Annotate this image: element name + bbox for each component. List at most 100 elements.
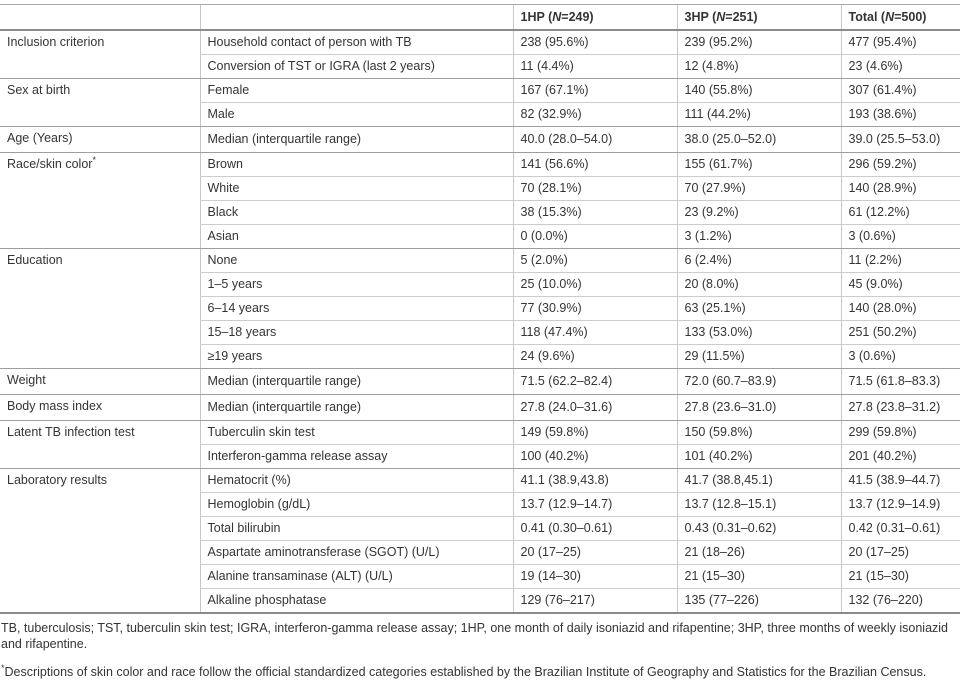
- header-3hp-n: N: [716, 9, 726, 24]
- row-label-cell: 15–18 years: [199, 320, 513, 345]
- baseline-characteristics-table: 1HP (N=249) 3HP (N=251) Total (N=500) In…: [0, 4, 960, 614]
- value-cell-1hp: 25 (10.0%): [512, 272, 677, 297]
- row-label-cell: Black: [199, 200, 513, 225]
- value-cell-total: 193 (38.6%): [840, 102, 960, 127]
- value-cell-3hp: 133 (53.0%): [676, 320, 841, 345]
- row-label-cell: None: [199, 248, 513, 273]
- header-total-prefix: Total (: [848, 9, 886, 24]
- value-cell-total: 132 (76–220): [840, 588, 960, 614]
- header-row: 1HP (N=249) 3HP (N=251) Total (N=500): [0, 4, 960, 31]
- value-cell-1hp: 13.7 (12.9–14.7): [512, 492, 677, 517]
- header-1hp-count: =249): [561, 9, 594, 24]
- value-cell-3hp: 111 (44.2%): [676, 102, 841, 127]
- row-label-cell: ≥19 years: [199, 344, 513, 369]
- table-row: Race/skin color* Brown 141 (56.6%) 155 (…: [0, 152, 960, 249]
- table-row: 15–18 years 118 (47.4%) 133 (53.0%) 251 …: [0, 320, 960, 345]
- row-label-cell: Brown: [199, 152, 513, 177]
- value-cell-3hp: 23 (9.2%): [676, 200, 841, 225]
- row-label-cell: Alanine transaminase (ALT) (U/L): [199, 564, 513, 589]
- value-cell-1hp: 141 (56.6%): [512, 152, 677, 177]
- value-cell-3hp: 150 (59.8%): [676, 420, 841, 445]
- value-cell-3hp: 101 (40.2%): [676, 444, 841, 469]
- row-label-cell: Asian: [199, 224, 513, 249]
- value-cell-1hp: 118 (47.4%): [512, 320, 677, 345]
- value-cell-total: 39.0 (25.5–53.0): [840, 126, 960, 153]
- header-1hp-n: N: [552, 9, 562, 24]
- header-empty-category-cell: [0, 4, 200, 31]
- row-label-cell: Hemoglobin (g/dL): [199, 492, 513, 517]
- value-cell-total: 0.42 (0.31–0.61): [840, 516, 960, 541]
- row-label-cell: Tuberculin skin test: [199, 420, 513, 445]
- value-cell-3hp: 63 (25.1%): [676, 296, 841, 321]
- row-label-cell: Median (interquartile range): [199, 368, 513, 395]
- value-cell-1hp: 38 (15.3%): [512, 200, 677, 225]
- category-cell-race-skin-color: Race/skin color*: [0, 152, 200, 249]
- header-total-n: N: [885, 9, 895, 24]
- value-cell-3hp: 41.7 (38.8,45.1): [676, 468, 841, 493]
- value-cell-1hp: 27.8 (24.0–31.6): [512, 394, 677, 421]
- category-cell-inclusion-criterion: Inclusion criterion: [0, 30, 200, 79]
- value-cell-total: 140 (28.0%): [840, 296, 960, 321]
- category-cell-education: Education: [0, 248, 200, 369]
- header-total-count: =500): [894, 9, 927, 24]
- value-cell-total: 11 (2.2%): [840, 248, 960, 273]
- value-cell-3hp: 155 (61.7%): [676, 152, 841, 177]
- row-label-cell: Aspartate aminotransferase (SGOT) (U/L): [199, 540, 513, 565]
- value-cell-total: 201 (40.2%): [840, 444, 960, 469]
- value-cell-3hp: 21 (18–26): [676, 540, 841, 565]
- table-row: Conversion of TST or IGRA (last 2 years)…: [0, 54, 960, 79]
- table-row: Body mass index Median (interquartile ra…: [0, 394, 960, 421]
- table-row: 1–5 years 25 (10.0%) 20 (8.0%) 45 (9.0%): [0, 272, 960, 297]
- value-cell-1hp: 77 (30.9%): [512, 296, 677, 321]
- value-cell-1hp: 71.5 (62.2–82.4): [512, 368, 677, 395]
- value-cell-3hp: 135 (77–226): [676, 588, 841, 614]
- table-row: White 70 (28.1%) 70 (27.9%) 140 (28.9%): [0, 176, 960, 201]
- header-3hp-count: =251): [725, 9, 758, 24]
- table-row: Inclusion criterion Household contact of…: [0, 30, 960, 79]
- row-label-cell: Median (interquartile range): [199, 394, 513, 421]
- value-cell-3hp: 12 (4.8%): [676, 54, 841, 79]
- value-cell-1hp: 100 (40.2%): [512, 444, 677, 469]
- row-label-cell: Alkaline phosphatase: [199, 588, 513, 614]
- table-row: Total bilirubin 0.41 (0.30–0.61) 0.43 (0…: [0, 516, 960, 541]
- value-cell-1hp: 5 (2.0%): [512, 248, 677, 273]
- header-empty-variable-cell: [199, 4, 513, 31]
- table-row: Laboratory results Hematocrit (%) 41.1 (…: [0, 468, 960, 614]
- value-cell-3hp: 21 (15–30): [676, 564, 841, 589]
- value-cell-total: 251 (50.2%): [840, 320, 960, 345]
- value-cell-1hp: 20 (17–25): [512, 540, 677, 565]
- value-cell-1hp: 149 (59.8%): [512, 420, 677, 445]
- category-cell-sex-at-birth: Sex at birth: [0, 78, 200, 127]
- table-row: Male 82 (32.9%) 111 (44.2%) 193 (38.6%): [0, 102, 960, 127]
- value-cell-1hp: 238 (95.6%): [512, 30, 677, 55]
- value-cell-1hp: 19 (14–30): [512, 564, 677, 589]
- category-cell-weight: Weight: [0, 368, 200, 395]
- value-cell-total: 13.7 (12.9–14.9): [840, 492, 960, 517]
- value-cell-1hp: 167 (67.1%): [512, 78, 677, 103]
- value-cell-3hp: 239 (95.2%): [676, 30, 841, 55]
- row-label-cell: Conversion of TST or IGRA (last 2 years): [199, 54, 513, 79]
- value-cell-3hp: 27.8 (23.6–31.0): [676, 394, 841, 421]
- value-cell-3hp: 13.7 (12.8–15.1): [676, 492, 841, 517]
- row-label-cell: Median (interquartile range): [199, 126, 513, 153]
- header-col-3hp: 3HP (N=251): [676, 4, 841, 31]
- table-row: Age (Years) Median (interquartile range)…: [0, 126, 960, 153]
- category-cell-latent-tb-test: Latent TB infection test: [0, 420, 200, 469]
- header-3hp-prefix: 3HP (: [684, 9, 717, 24]
- value-cell-1hp: 70 (28.1%): [512, 176, 677, 201]
- table-row: Black 38 (15.3%) 23 (9.2%) 61 (12.2%): [0, 200, 960, 225]
- header-col-1hp: 1HP (N=249): [512, 4, 677, 31]
- row-label-cell: Female: [199, 78, 513, 103]
- table-row: Education None 5 (2.0%) 6 (2.4%) 11 (2.2…: [0, 248, 960, 369]
- table-row: Alkaline phosphatase 129 (76–217) 135 (7…: [0, 588, 960, 614]
- value-cell-1hp: 41.1 (38.9,43.8): [512, 468, 677, 493]
- footnote-race-text: Descriptions of skin color and race foll…: [4, 665, 927, 679]
- value-cell-1hp: 0.41 (0.30–0.61): [512, 516, 677, 541]
- footnote-abbreviations: TB, tuberculosis; TST, tuberculin skin t…: [1, 621, 949, 651]
- value-cell-total: 20 (17–25): [840, 540, 960, 565]
- table-row: Interferon-gamma release assay 100 (40.2…: [0, 444, 960, 469]
- value-cell-3hp: 3 (1.2%): [676, 224, 841, 249]
- category-cell-laboratory-results: Laboratory results: [0, 468, 200, 614]
- footnote-race-note: *Descriptions of skin color and race fol…: [1, 663, 953, 680]
